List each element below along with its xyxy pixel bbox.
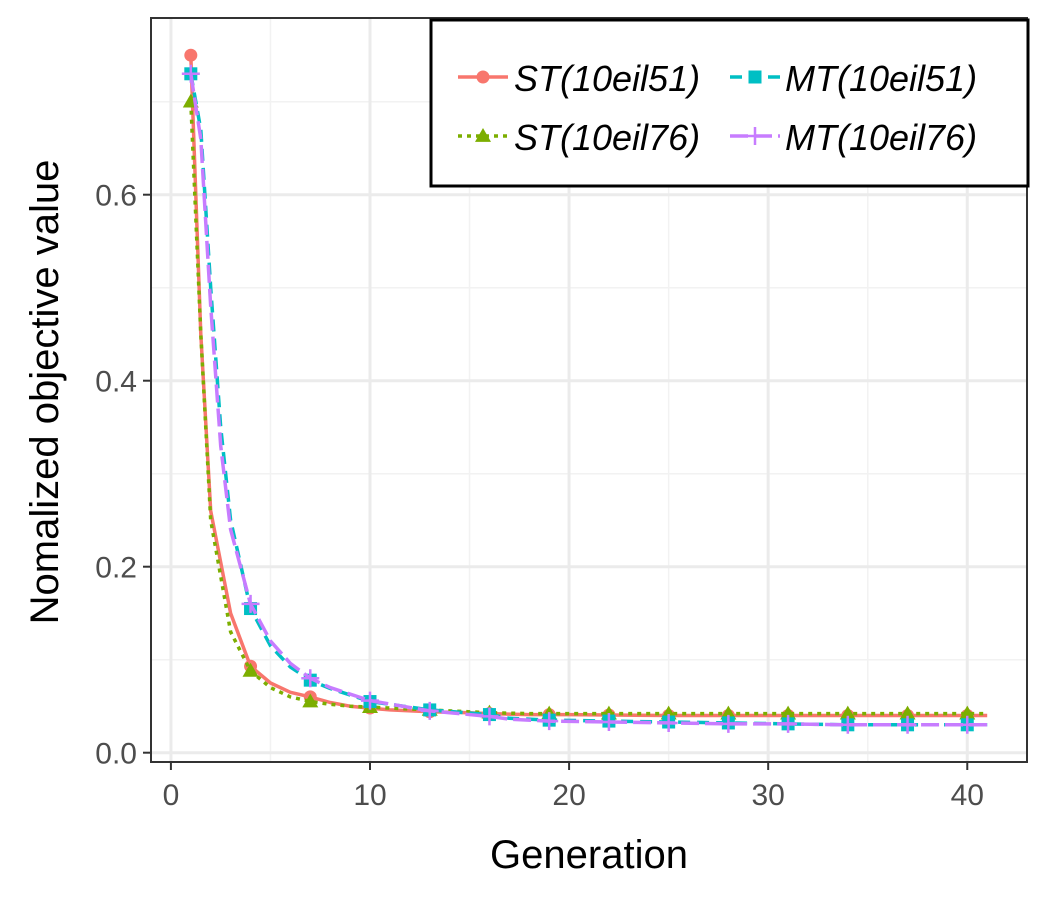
series-line-mt-10eil76 (189, 73, 988, 727)
data-point-mt-10eil76 (719, 714, 738, 733)
data-point-mt-10eil76 (779, 714, 798, 733)
series-mt-10eil76 (181, 64, 988, 734)
legend-label-mt-10eil76: MT(10eil76) (785, 117, 977, 158)
legend-key-marker (748, 70, 762, 84)
y-tick-label: 0.2 (95, 552, 137, 585)
data-point-st-10eil76 (959, 705, 976, 720)
data-point-st-10eil76 (242, 662, 259, 677)
data-point-mt-10eil76 (838, 715, 857, 734)
x-tick-label: 10 (353, 779, 386, 812)
x-tick-label: 40 (951, 779, 984, 812)
y-axis: 0.0 0.2 0.4 0.6 (95, 180, 151, 771)
data-point-st-10eil76 (720, 705, 737, 720)
data-point-st-10eil76 (839, 705, 856, 720)
data-point-mt-10eil76 (301, 669, 320, 688)
data-point-mt-10eil76 (241, 594, 260, 613)
x-tick-label: 0 (163, 779, 180, 812)
legend: ST(10eil51) MT(10eil51) ST(10eil76) MT(1… (429, 18, 1030, 188)
plot-border (150, 17, 1028, 763)
x-axis-title: Generation (490, 833, 688, 877)
legend-key-mt-10eil76 (730, 127, 780, 145)
data-point-st-10eil76 (780, 705, 797, 720)
legend-key-marker (475, 127, 491, 142)
legend-box (429, 18, 1030, 188)
x-tick-label: 20 (552, 779, 585, 812)
data-point-mt-10eil76 (898, 715, 917, 734)
legend-key-st-10eil51 (458, 70, 508, 84)
y-tick-label: 0.6 (95, 180, 137, 213)
y-axis-title: Nomalized objective value (23, 160, 67, 625)
legend-key-marker (746, 127, 764, 145)
y-tick-label: 0.4 (95, 366, 137, 399)
legend-label-mt-10eil51: MT(10eil51) (785, 58, 977, 99)
data-point-mt-10eil76 (480, 707, 499, 726)
series-line-st-10eil76 (189, 101, 988, 716)
data-point-st-10eil51 (184, 48, 198, 62)
series-layer (181, 48, 988, 734)
legend-key-st-10eil76 (458, 127, 508, 142)
y-tick-label: 0.0 (95, 738, 137, 771)
legend-label-st-10eil51: ST(10eil51) (514, 58, 700, 99)
data-point-st-10eil76 (302, 693, 319, 708)
data-point-mt-10eil76 (659, 713, 678, 732)
data-point-mt-10eil76 (958, 715, 977, 734)
data-point-mt-10eil76 (181, 64, 200, 83)
data-point-mt-10eil76 (599, 713, 618, 732)
data-point-st-10eil76 (899, 705, 916, 720)
x-axis: 0 10 20 30 40 (163, 762, 984, 812)
legend-label-st-10eil76: ST(10eil76) (514, 117, 700, 158)
data-point-mt-10eil76 (540, 712, 559, 731)
legend-key-mt-10eil51 (730, 70, 780, 84)
legend-key-marker (476, 70, 490, 84)
x-tick-label: 30 (751, 779, 784, 812)
data-point-mt-10eil76 (361, 691, 379, 710)
data-point-mt-10eil76 (420, 701, 439, 720)
